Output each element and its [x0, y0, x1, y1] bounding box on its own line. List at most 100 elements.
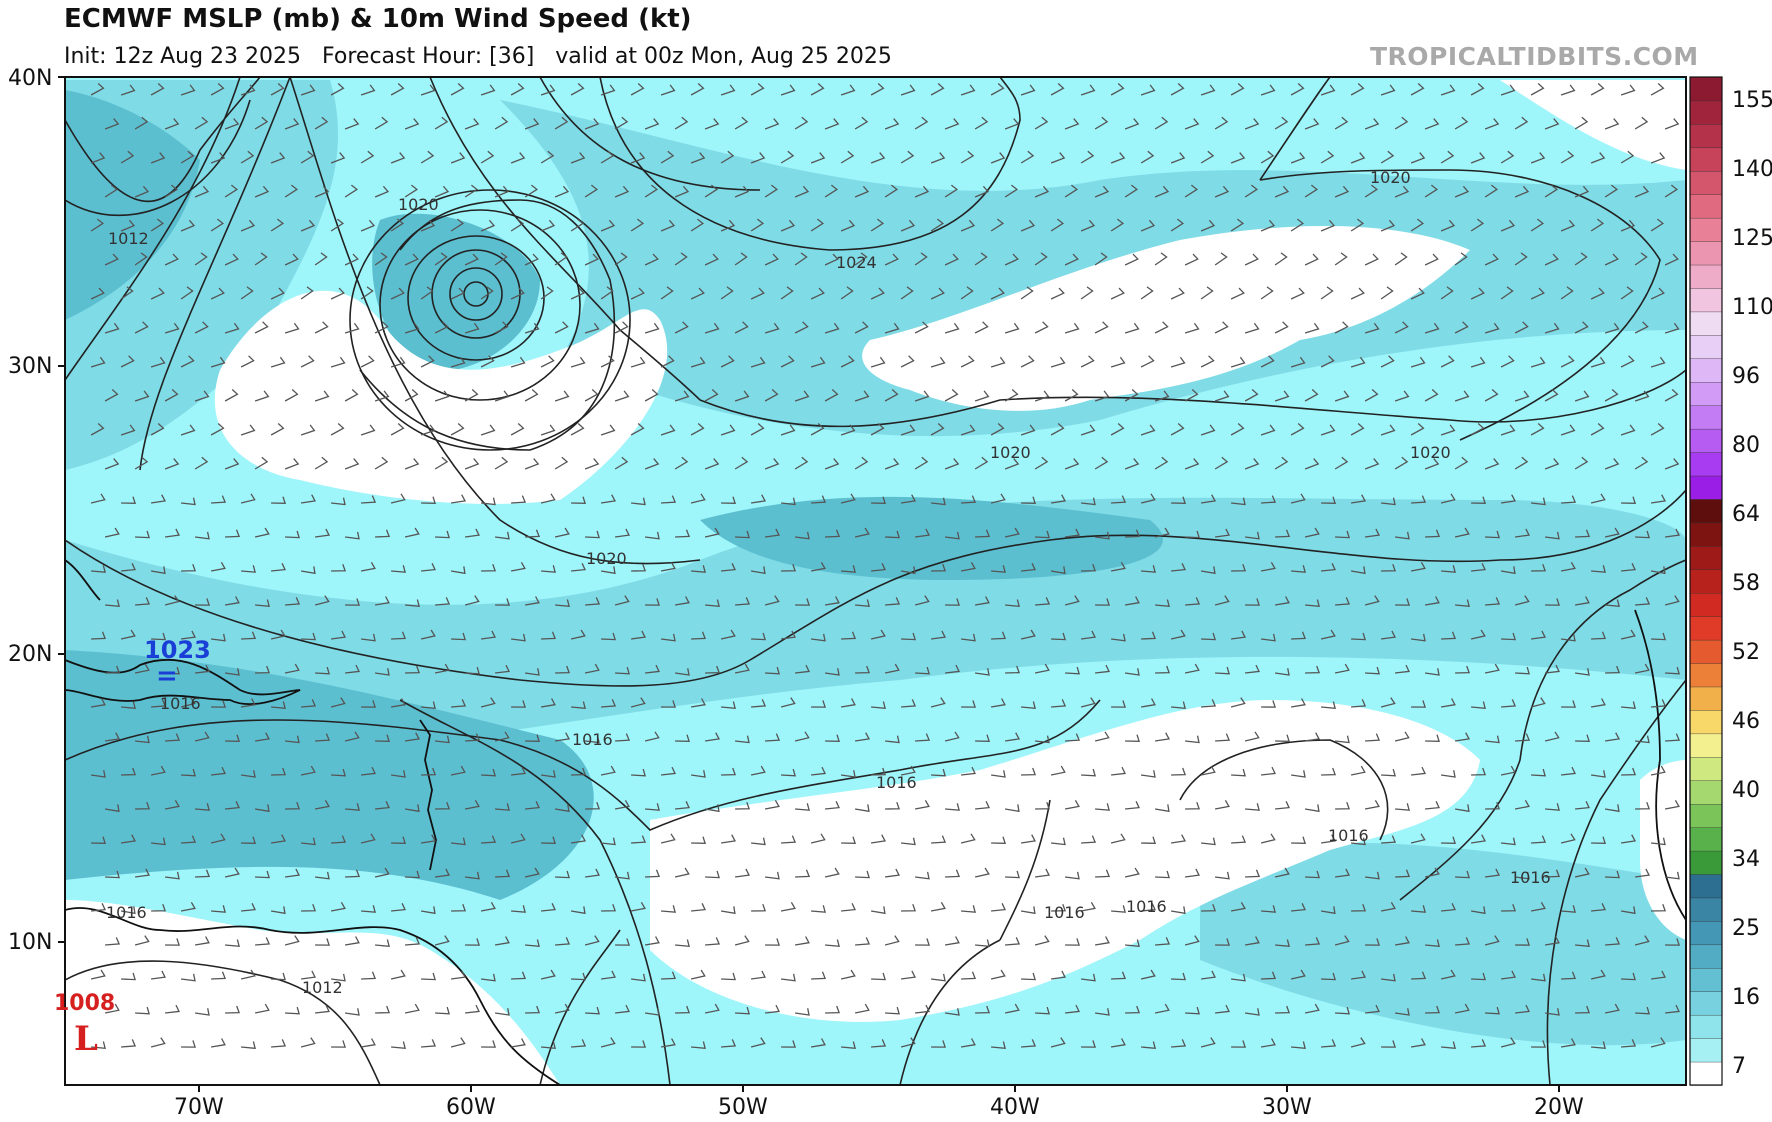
wind-barb: [1470, 629, 1486, 640]
wind-barb: [164, 799, 180, 810]
wind-barb: [285, 735, 300, 744]
wind-barb: [855, 937, 871, 946]
wind-barb: [1171, 563, 1186, 572]
wind-barb: [255, 665, 271, 674]
wind-barb: [1291, 565, 1306, 573]
wind-barb: [870, 287, 885, 300]
colorbar-segment: [1689, 1014, 1723, 1039]
wind-barb: [300, 150, 315, 164]
wind-barb: [1201, 632, 1216, 641]
wind-barb: [420, 150, 435, 164]
wind-barb: [1620, 150, 1635, 164]
wind-barb: [1635, 735, 1650, 744]
wind-barb: [1154, 252, 1168, 266]
colorbar-segment: [1689, 686, 1723, 711]
isobar-label: 1016: [1510, 868, 1551, 887]
wind-barb: [570, 218, 585, 232]
wind-barb: [660, 424, 676, 436]
wind-barb: [1171, 834, 1187, 844]
wind-barb: [1050, 218, 1065, 232]
wind-barb: [1410, 833, 1426, 844]
lon-label: 40W: [990, 1095, 1040, 1120]
wind-barb: [1080, 901, 1096, 912]
wind-barb: [391, 565, 406, 573]
wind-barb: [765, 871, 780, 880]
wind-barb: [644, 253, 659, 266]
wind-barb: [900, 765, 916, 776]
wind-barb: [1381, 563, 1397, 572]
wind-barb: [450, 765, 466, 776]
wind-barb: [421, 972, 436, 981]
wind-barb: [91, 836, 106, 844]
wind-barb: [134, 935, 150, 946]
isobar-label: 1020: [1370, 168, 1411, 187]
wind-barb: [344, 458, 360, 470]
wind-barb: [900, 84, 916, 96]
wind-barb: [1455, 870, 1470, 879]
wind-barb: [345, 664, 360, 674]
wind-barb: [1440, 698, 1456, 708]
wind-barb: [255, 937, 271, 946]
wind-barb: [961, 971, 977, 980]
wind-barb: [1664, 389, 1679, 402]
wind-barb: [900, 150, 915, 164]
wind-barb: [495, 869, 511, 878]
wind-barb: [374, 596, 390, 606]
wind-barb: [361, 905, 376, 913]
wind-barb: [1470, 423, 1485, 436]
wind-barb: [825, 801, 840, 810]
wind-barb: [661, 905, 676, 913]
wind-barb: [1635, 801, 1651, 810]
wind-barb: [1201, 903, 1217, 912]
wind-barb: [1650, 356, 1666, 368]
wind-barb: [224, 389, 239, 402]
wind-barb: [1201, 837, 1216, 846]
wind-barb: [1140, 219, 1156, 232]
wind-barb: [464, 595, 480, 606]
wind-barb: [781, 563, 797, 572]
wind-barb: [750, 765, 766, 776]
wind-barb: [120, 286, 134, 300]
wind-barb: [810, 423, 825, 436]
wind-barb: [391, 770, 406, 778]
wind-barb: [1064, 253, 1079, 266]
wind-barb: [585, 597, 601, 606]
wind-barb: [404, 322, 420, 334]
wind-barb: [390, 83, 405, 96]
wind-barb: [150, 356, 166, 368]
wind-barb: [1561, 905, 1576, 913]
wind-barb: [571, 1039, 587, 1048]
wind-barb: [644, 322, 660, 334]
wind-barb: [674, 116, 689, 130]
map-frame: [64, 76, 1687, 1086]
wind-barb: [1484, 389, 1499, 402]
wind-barb: [450, 566, 466, 575]
wind-barb: [1620, 286, 1634, 300]
wind-barb: [645, 664, 660, 674]
wind-barb: [750, 423, 765, 436]
wind-barb: [224, 118, 240, 130]
wind-barb: [1394, 936, 1410, 946]
wind-barb: [1454, 390, 1470, 402]
wind-barb: [1065, 666, 1080, 675]
colorbar-segment: [1689, 381, 1723, 406]
wind-barb: [721, 767, 737, 776]
wind-barb: [1395, 803, 1410, 811]
wind-barb: [525, 734, 540, 742]
wind-barb: [1380, 901, 1396, 912]
wind-barb: [345, 803, 360, 811]
wind-barb: [750, 287, 765, 300]
wind-barb: [1395, 531, 1410, 540]
wind-barb: [1094, 936, 1110, 946]
wind-barb: [225, 801, 240, 810]
wind-barb: [1545, 598, 1560, 606]
wind-barb: [1050, 1037, 1066, 1048]
wind-barb: [1651, 494, 1667, 504]
wind-barb: [150, 423, 165, 436]
wind-barb: [1020, 629, 1036, 640]
wind-barb: [420, 906, 436, 915]
wind-barb: [181, 1040, 196, 1048]
wind-barb: [450, 287, 465, 300]
wind-barb: [210, 152, 226, 164]
wind-barb: [810, 83, 825, 96]
